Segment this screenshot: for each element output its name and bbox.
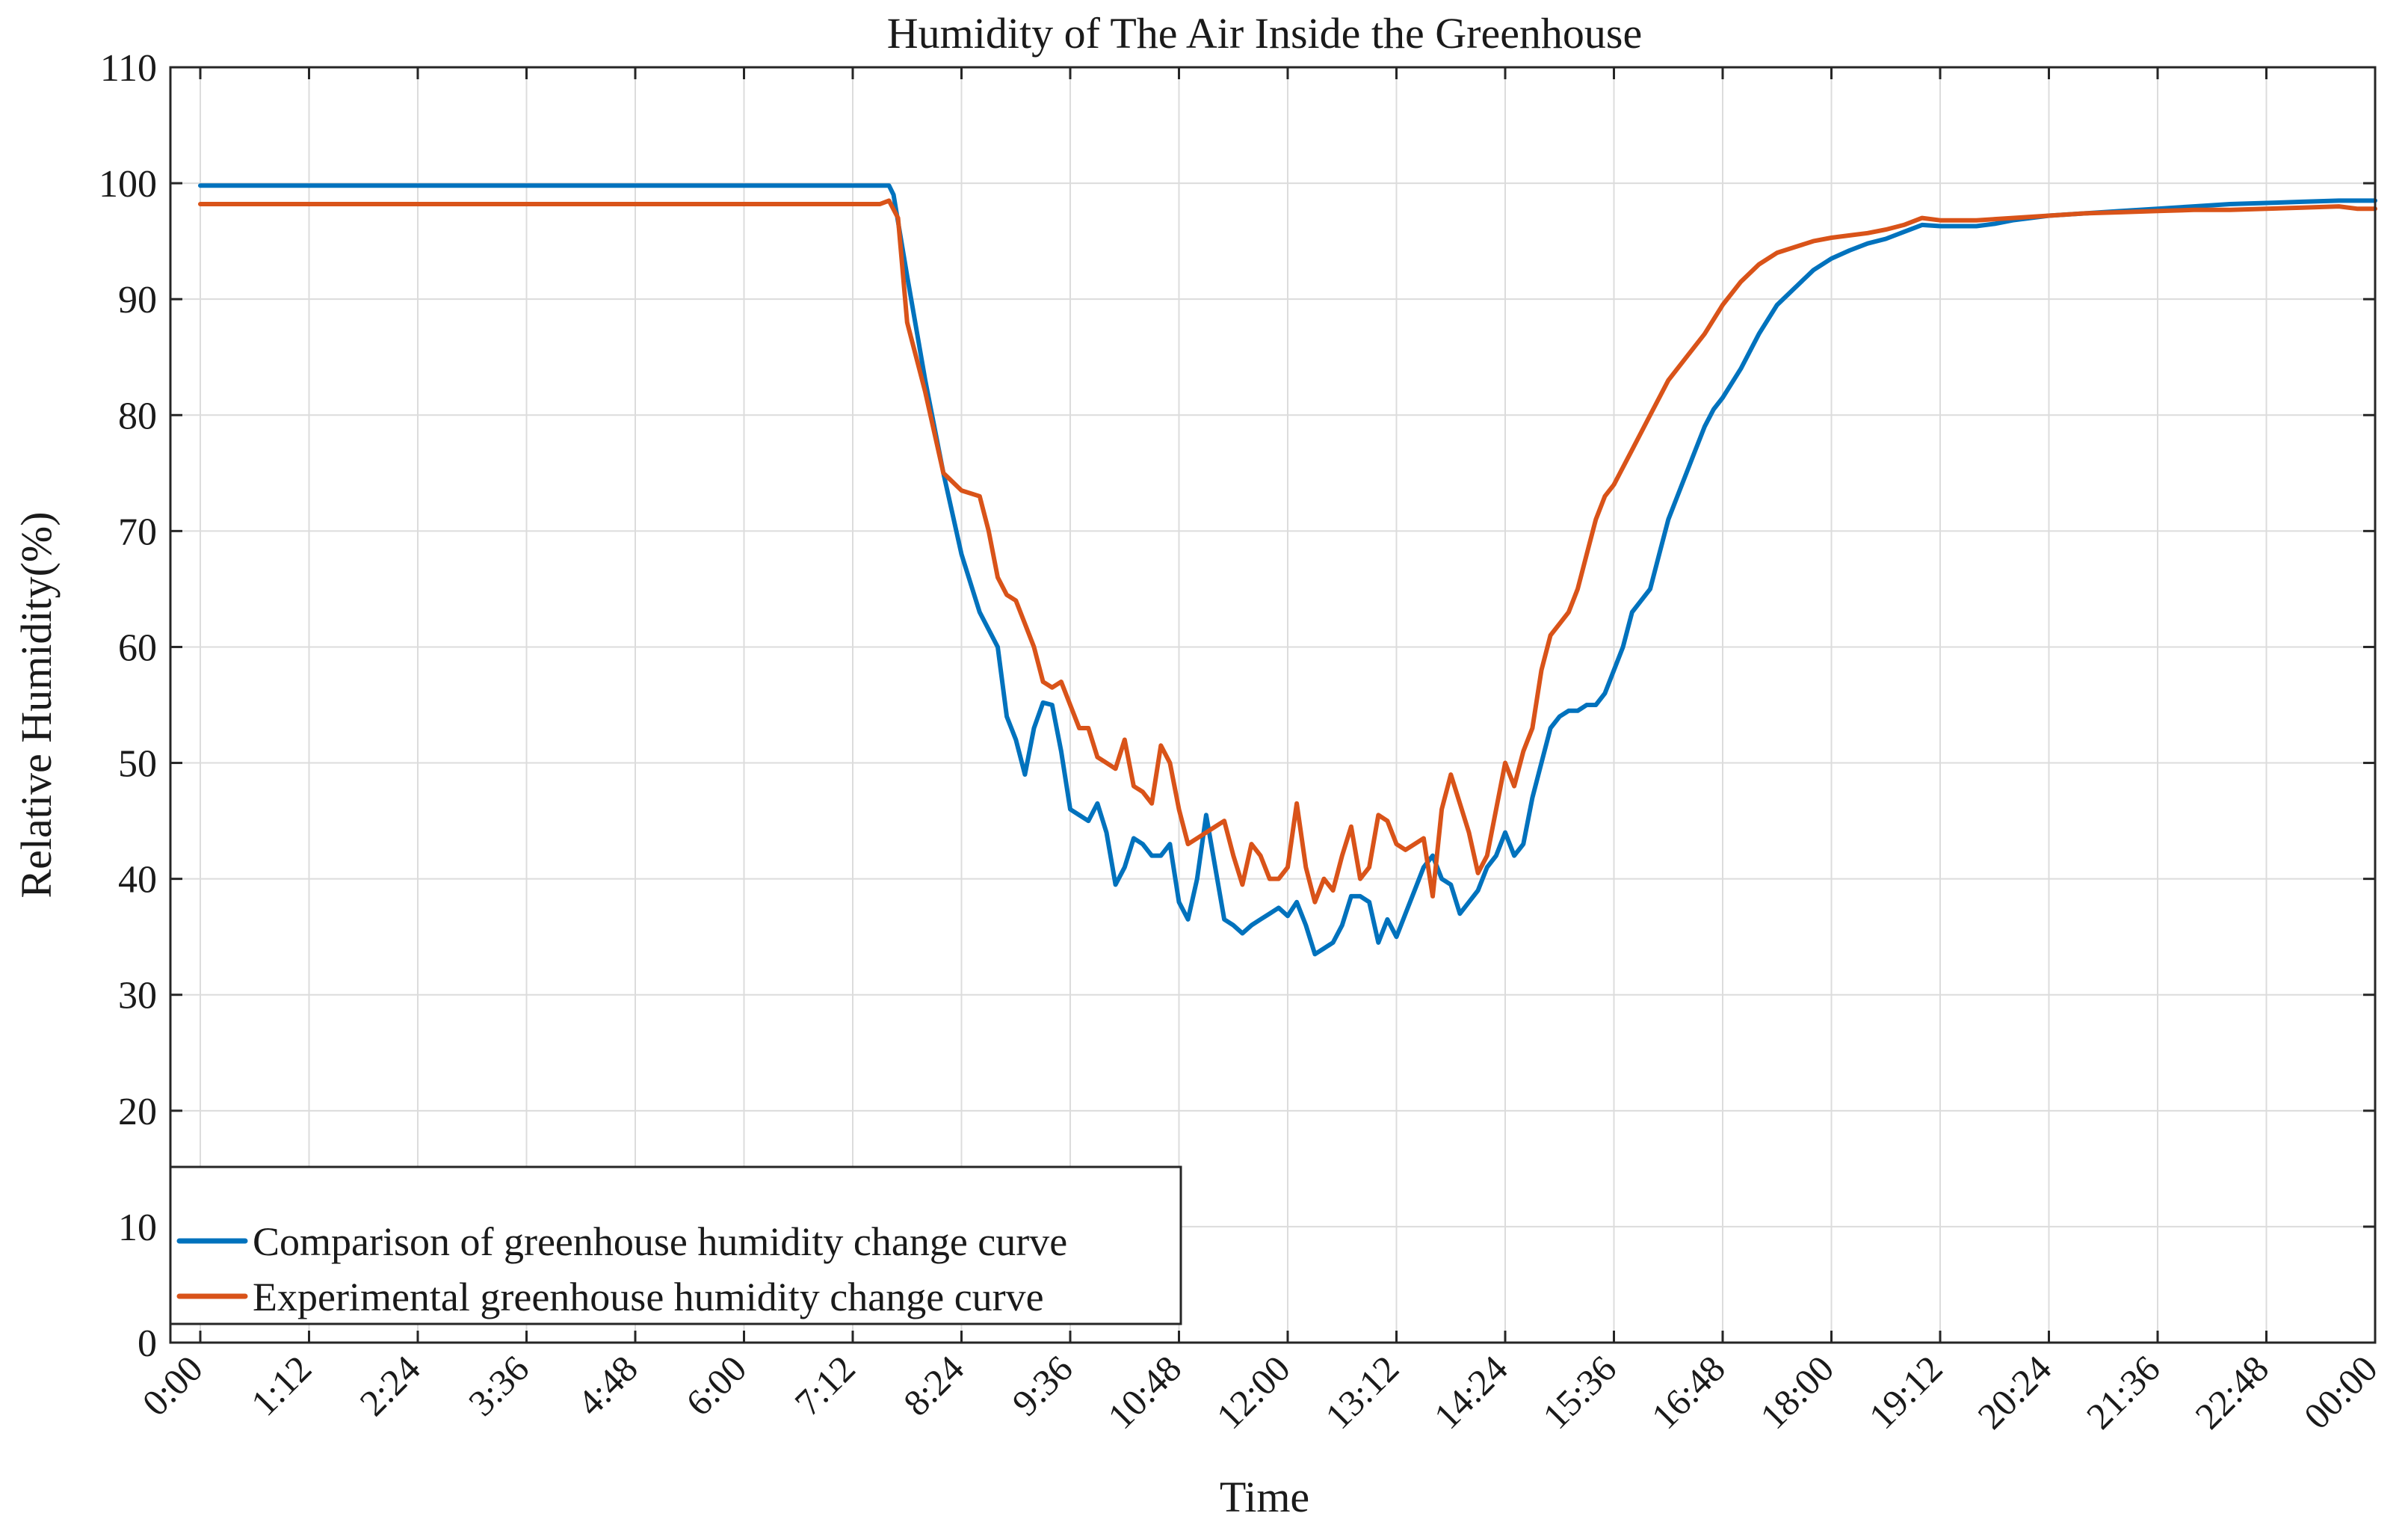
legend-label-comparison: Comparison of greenhouse humidity change…	[253, 1219, 1067, 1264]
y-tick-label: 50	[118, 743, 157, 786]
y-tick-label: 20	[118, 1091, 157, 1133]
series-lines	[198, 183, 2377, 957]
chart-title: Humidity of The Air Inside the Greenhous…	[887, 9, 1643, 58]
legend-label-experimental: Experimental greenhouse humidity change …	[253, 1275, 1044, 1319]
y-tick-label: 100	[99, 163, 157, 206]
series-line-experimental	[198, 198, 2377, 905]
y-tick-label: 70	[118, 511, 157, 553]
y-axis-label: Relative Humidity(%)	[12, 511, 61, 898]
x-axis-label: Time	[1220, 1473, 1309, 1521]
y-tick-label: 60	[118, 626, 157, 669]
y-tick-label: 40	[118, 859, 157, 902]
y-tick-label: 0	[138, 1322, 157, 1365]
y-tick-label: 10	[118, 1207, 157, 1249]
legend-box	[169, 1165, 1182, 1325]
y-tick-label: 80	[118, 395, 157, 437]
plot-frame	[169, 66, 2377, 1344]
y-tick-label: 110	[100, 47, 157, 90]
y-tick-label: 90	[118, 279, 157, 321]
y-tick-label: 30	[118, 975, 157, 1017]
legend: Comparison of greenhouse humidity change…	[169, 1165, 1182, 1325]
